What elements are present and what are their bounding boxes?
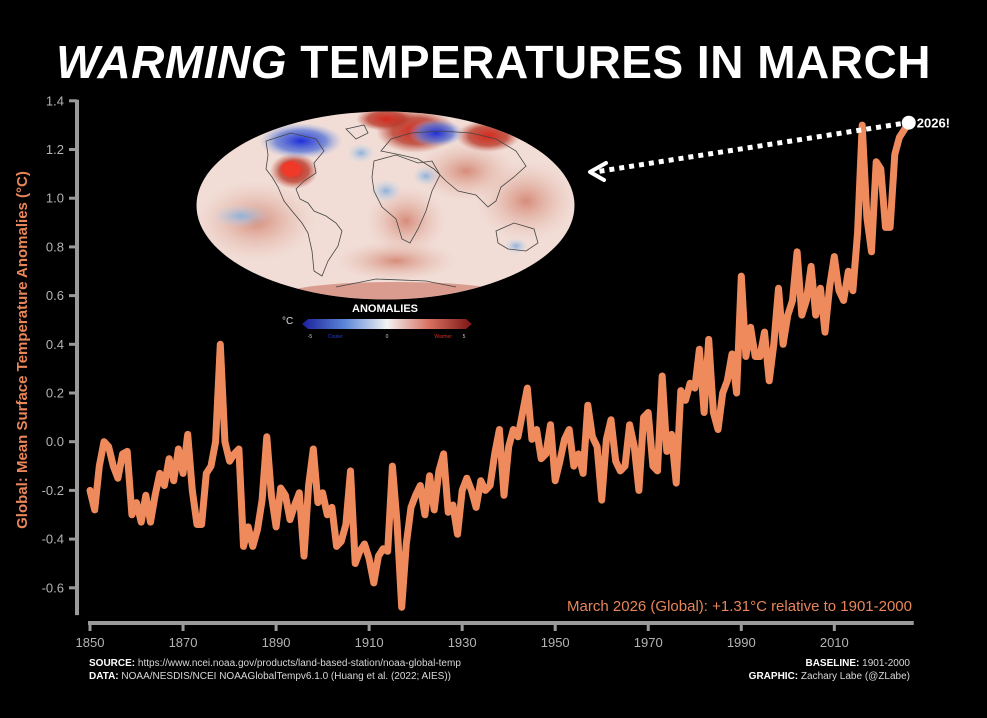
colorbar-gradient <box>302 319 472 329</box>
y-axis: 1.4 1.2 1.0 0.8 0.6 0.4 0.2 0.0 -0.2 -0.4 -0.6 <box>42 93 79 616</box>
highlight-label: 2026! <box>917 116 950 131</box>
y-tick-label: 0.6 <box>46 288 64 303</box>
x-axis: 1850 1870 1890 1910 1930 1950 1970 1990 2010 <box>76 621 914 650</box>
arrow-head-icon <box>588 161 608 182</box>
y-tick-label: 1.4 <box>46 93 64 108</box>
baseline-key: BASELINE: <box>805 658 860 669</box>
data-key: DATA: <box>89 671 119 682</box>
x-tick-label: 1870 <box>169 635 198 650</box>
title-rest: TEMPERATURES IN MARCH <box>300 36 931 88</box>
colorbar-warm-label: Warmer <box>434 334 452 340</box>
colorbar-tick-zero: 0 <box>386 334 389 340</box>
x-tick-label: 1950 <box>541 635 570 650</box>
x-tick-label: 1890 <box>262 635 291 650</box>
page-title: WARMING TEMPERATURES IN MARCH <box>0 34 987 90</box>
source-value: https://www.ncei.noaa.gov/products/land-… <box>137 658 461 669</box>
y-tick-label: 0.8 <box>46 239 64 254</box>
y-tick-label: 0.4 <box>46 337 64 352</box>
colorbar-unit: °C <box>282 316 294 327</box>
colorbar-tick-min: -5 <box>308 334 313 340</box>
y-tick-label: -0.4 <box>42 532 64 547</box>
footer-credits: BASELINE: 1901-2000 GRAPHIC: Zachary Lab… <box>749 657 910 683</box>
y-tick-label: -0.2 <box>42 483 64 498</box>
x-tick-label: 1930 <box>448 635 477 650</box>
y-tick-label: 0.0 <box>46 434 64 449</box>
y-tick-label: 1.0 <box>46 191 64 206</box>
highlight-dot <box>901 115 916 130</box>
colorbar: -5 Cooler 0 Warmer 5 <box>302 319 472 340</box>
colorbar-cool-label: Cooler <box>328 334 343 340</box>
data-points <box>89 122 909 608</box>
x-tick-label: 1850 <box>76 635 105 650</box>
colorbar-tick-max: 5 <box>463 334 466 340</box>
y-axis-label: Global: Mean Surface Temperature Anomali… <box>14 171 31 529</box>
graphic-key: GRAPHIC: <box>748 671 799 682</box>
baseline-value: 1901-2000 <box>862 658 910 669</box>
callout-arrow-line <box>594 121 902 175</box>
data-value: NOAA/NESDIS/NCEI NOAAGlobalTempv6.1.0 (H… <box>121 671 451 682</box>
x-tick-label: 1990 <box>727 635 756 650</box>
x-tick-label: 1970 <box>634 635 663 650</box>
graphic-value: Zachary Labe (@ZLabe) <box>800 671 910 682</box>
colorbar-title: ANOMALIES <box>352 303 418 315</box>
title-italic: WARMING <box>56 36 287 88</box>
source-key: SOURCE: <box>89 658 136 669</box>
y-tick-label: -0.6 <box>42 580 64 595</box>
y-tick-label: 1.2 <box>46 142 64 157</box>
x-tick-label: 1910 <box>355 635 384 650</box>
y-tick-label: 0.2 <box>46 386 64 401</box>
x-tick-label: 2010 <box>820 635 849 650</box>
footer-source: SOURCE: https://www.ncei.noaa.gov/produc… <box>89 657 461 683</box>
inset-world-map <box>196 111 575 300</box>
coastlines <box>265 124 539 288</box>
annotation-text: March 2026 (Global): +1.31°C relative to… <box>567 598 912 615</box>
